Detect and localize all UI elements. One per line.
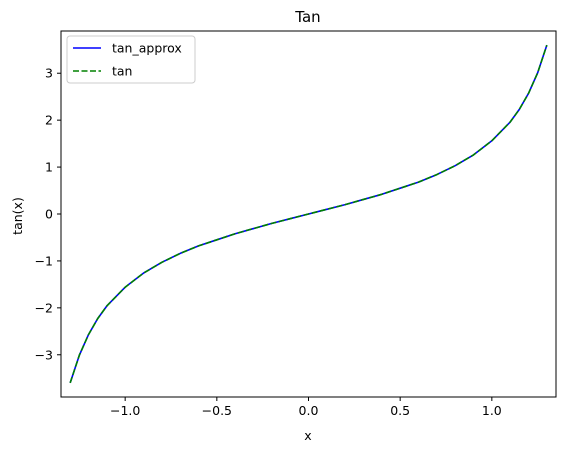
y-tick-label: 2 (45, 113, 53, 128)
x-tick-label: 1.0 (482, 403, 502, 418)
x-axis-ticks: −1.0 −0.5 0.0 0.5 1.0 (110, 397, 502, 418)
legend-label-tan_approx: tan_approx (112, 41, 182, 56)
plot-frame (60, 30, 557, 398)
y-tick-label: −1 (35, 253, 53, 268)
series-line-tan (69, 44, 548, 384)
y-tick-label: −2 (35, 300, 53, 315)
chart-title: Tan (294, 8, 320, 26)
x-tick-label: 0.0 (299, 403, 319, 418)
x-tick-label: −1.0 (110, 403, 140, 418)
y-tick-label: 0 (45, 207, 53, 222)
legend-label-tan: tan (112, 64, 132, 79)
y-tick-label: 3 (45, 66, 53, 81)
x-tick-label: 0.5 (390, 403, 410, 418)
y-tick-label: 1 (45, 160, 53, 175)
y-axis-label: tan(x) (10, 197, 25, 235)
x-axis-label: x (304, 428, 311, 443)
x-tick-label: −0.5 (202, 403, 232, 418)
y-axis-ticks: −3 −2 −1 0 1 2 3 (35, 66, 61, 362)
series-group (69, 44, 548, 384)
y-tick-label: −3 (35, 347, 53, 362)
